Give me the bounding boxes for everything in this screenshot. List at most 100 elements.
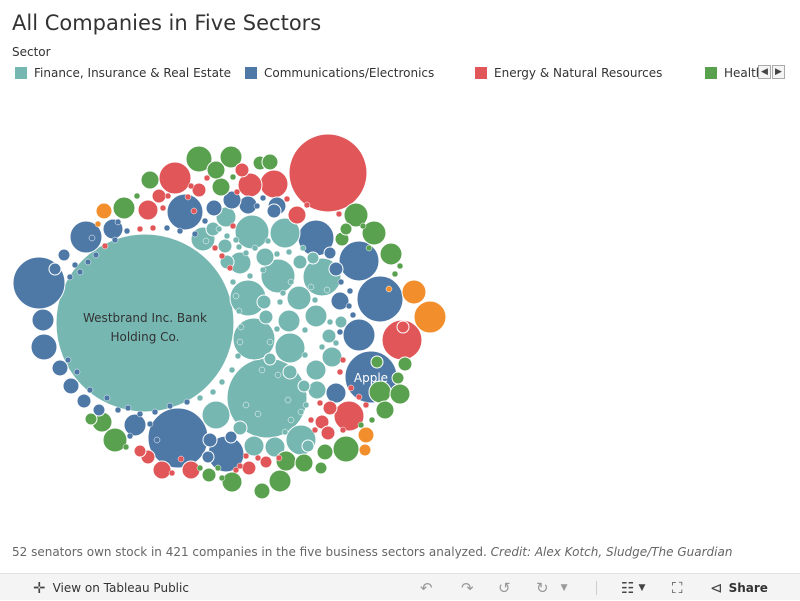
- company-bubble[interactable]: [234, 162, 250, 178]
- company-bubble[interactable]: [73, 368, 81, 376]
- company-bubble[interactable]: [336, 328, 344, 336]
- company-bubble[interactable]: [396, 320, 410, 334]
- company-bubble[interactable]: [268, 469, 292, 493]
- company-bubble[interactable]: [336, 368, 344, 376]
- company-bubble[interactable]: [235, 243, 243, 251]
- company-bubble[interactable]: [328, 261, 344, 277]
- company-bubble[interactable]: [316, 443, 334, 461]
- company-bubble[interactable]: [136, 410, 144, 418]
- company-bubble[interactable]: [211, 244, 219, 252]
- company-bubble[interactable]: [205, 199, 223, 217]
- company-bubble[interactable]: [277, 309, 301, 333]
- company-bubble[interactable]: [397, 356, 413, 372]
- company-bubble[interactable]: [232, 420, 248, 436]
- company-bubble[interactable]: [339, 222, 353, 236]
- company-bubble[interactable]: [307, 416, 315, 424]
- company-bubble[interactable]: [209, 388, 217, 396]
- company-bubble[interactable]: [183, 398, 191, 406]
- company-bubble[interactable]: [232, 466, 240, 474]
- company-bubble[interactable]: [254, 454, 262, 462]
- company-bubble[interactable]: [370, 355, 384, 369]
- revert-button[interactable]: ↺: [498, 574, 511, 601]
- company-bubble[interactable]: [333, 400, 365, 432]
- company-bubble[interactable]: [355, 393, 363, 401]
- fullscreen-button[interactable]: ⛶: [672, 574, 683, 601]
- company-bubble[interactable]: [253, 202, 261, 210]
- company-bubble[interactable]: [321, 328, 337, 344]
- company-bubble[interactable]: [254, 410, 262, 418]
- company-bubble[interactable]: [297, 379, 311, 393]
- company-bubble[interactable]: [361, 220, 387, 246]
- company-bubble[interactable]: [343, 202, 369, 228]
- company-bubble[interactable]: [234, 352, 242, 360]
- share-button[interactable]: ⊲ Share: [710, 574, 768, 601]
- company-bubble[interactable]: [365, 244, 373, 252]
- company-bubble[interactable]: [285, 248, 293, 256]
- company-bubble[interactable]: [94, 220, 102, 228]
- company-bubble[interactable]: [86, 386, 94, 394]
- company-bubble[interactable]: [303, 201, 311, 209]
- company-bubble[interactable]: [259, 169, 289, 199]
- company-bubble[interactable]: [229, 173, 237, 181]
- company-bubble[interactable]: [206, 160, 226, 180]
- company-bubble[interactable]: [396, 262, 404, 270]
- company-bubble[interactable]: [292, 254, 308, 270]
- company-bubble[interactable]: [339, 356, 347, 364]
- company-bubble[interactable]: [320, 425, 336, 441]
- company-bubble[interactable]: [222, 190, 242, 210]
- company-bubble[interactable]: [76, 393, 92, 409]
- company-bubble[interactable]: [214, 464, 222, 472]
- company-bubble[interactable]: [259, 455, 273, 469]
- company-bubble[interactable]: [299, 244, 307, 252]
- company-bubble[interactable]: [185, 145, 213, 173]
- company-bubble[interactable]: [326, 318, 334, 326]
- company-bubble[interactable]: [307, 283, 315, 291]
- company-bubble[interactable]: [153, 436, 161, 444]
- company-bubble[interactable]: [330, 291, 350, 311]
- company-bubble[interactable]: [391, 371, 405, 385]
- company-bubble[interactable]: [151, 188, 167, 204]
- company-bubble[interactable]: [368, 416, 376, 424]
- company-bubble[interactable]: [196, 464, 204, 472]
- company-bubble[interactable]: [137, 199, 159, 221]
- company-bubble[interactable]: [258, 366, 266, 374]
- company-bubble[interactable]: [226, 264, 234, 272]
- company-bubble[interactable]: [64, 356, 72, 364]
- company-bubble[interactable]: [84, 412, 98, 426]
- company-bubble[interactable]: [62, 377, 80, 395]
- company-bubble[interactable]: [133, 192, 141, 200]
- company-bubble[interactable]: [76, 268, 84, 276]
- company-bubble[interactable]: [31, 308, 55, 332]
- company-bubble[interactable]: [71, 261, 79, 269]
- company-bubble[interactable]: [301, 326, 309, 334]
- company-bubble[interactable]: [301, 351, 309, 359]
- company-bubble[interactable]: [92, 251, 100, 259]
- company-bubble[interactable]: [259, 266, 267, 274]
- company-bubble[interactable]: [349, 311, 357, 319]
- company-bubble[interactable]: [286, 285, 312, 311]
- company-bubble[interactable]: [176, 227, 184, 235]
- company-bubble[interactable]: [84, 258, 92, 266]
- company-bubble[interactable]: [223, 232, 231, 240]
- company-bubble[interactable]: [133, 444, 147, 458]
- company-bubble[interactable]: [379, 242, 403, 266]
- chevron-left-icon[interactable]: ◀: [758, 65, 771, 79]
- company-bubble[interactable]: [103, 394, 111, 402]
- company-bubble[interactable]: [294, 453, 314, 473]
- company-bubble[interactable]: [243, 435, 265, 457]
- company-bubble[interactable]: [224, 430, 238, 444]
- company-bubble[interactable]: [357, 426, 375, 444]
- company-bubble[interactable]: [287, 416, 295, 424]
- company-bubble[interactable]: [305, 359, 327, 381]
- company-bubble[interactable]: [302, 401, 310, 409]
- company-bubble[interactable]: [413, 300, 447, 334]
- company-bubble[interactable]: [264, 237, 272, 245]
- company-bubble[interactable]: [136, 225, 144, 233]
- company-bubble[interactable]: [140, 170, 160, 190]
- company-bubble[interactable]: [55, 233, 235, 413]
- company-bubble[interactable]: [362, 401, 370, 409]
- company-bubble[interactable]: [385, 285, 393, 293]
- company-bubble[interactable]: [335, 210, 343, 218]
- company-bubble[interactable]: [318, 343, 326, 351]
- company-bubble[interactable]: [101, 242, 109, 250]
